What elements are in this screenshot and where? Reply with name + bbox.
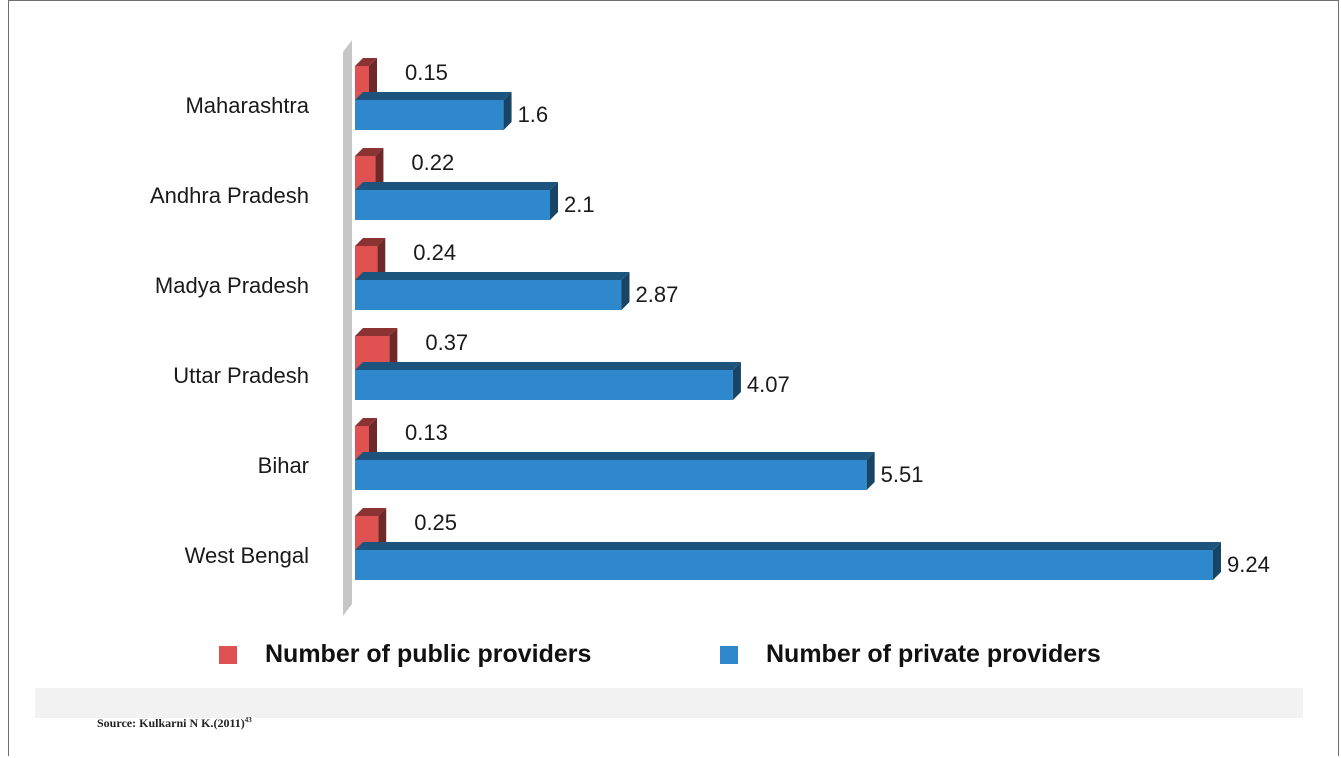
private-bar — [355, 452, 875, 490]
private-bar — [355, 92, 512, 130]
source-text: Source: Kulkarni N K.(2011) — [97, 716, 245, 730]
public-value-label: 0.15 — [405, 60, 448, 85]
legend-label-private: Number of private providers — [766, 640, 1101, 668]
legend-item-public: Number of public providers — [219, 640, 591, 669]
public-bar — [355, 58, 377, 100]
chart-wall — [343, 40, 352, 616]
public-bar — [355, 418, 377, 460]
category-label: West Bengal — [185, 543, 309, 568]
public-bar — [355, 508, 387, 550]
category-label: Uttar Pradesh — [173, 363, 309, 388]
private-value-label: 5.51 — [881, 462, 924, 487]
public-value-label: 0.37 — [425, 330, 468, 355]
private-bar — [355, 272, 630, 310]
public-bar — [355, 238, 386, 280]
private-bar — [355, 362, 741, 400]
private-bar — [355, 182, 558, 220]
public-value-label: 0.13 — [405, 420, 448, 445]
category-label: Bihar — [258, 453, 309, 478]
private-value-label: 2.87 — [636, 282, 679, 307]
legend-label-public: Number of public providers — [265, 640, 592, 668]
private-value-label: 4.07 — [747, 372, 790, 397]
private-value-label: 1.6 — [518, 102, 549, 127]
legend-item-private: Number of private providers — [720, 640, 1101, 669]
category-label: Madya Pradesh — [155, 273, 309, 298]
public-bar — [355, 148, 384, 190]
public-value-label: 0.24 — [413, 240, 456, 265]
chart-legend: Number of public providers Number of pri… — [0, 640, 1341, 680]
figure-frame — [8, 0, 1339, 756]
legend-swatch-public — [219, 645, 237, 664]
public-value-label: 0.22 — [411, 150, 454, 175]
source-note: Source: Kulkarni N K.(2011)43 — [97, 716, 252, 731]
legend-swatch-private — [720, 645, 738, 664]
private-value-label: 9.24 — [1227, 552, 1270, 577]
private-value-label: 2.1 — [564, 192, 595, 217]
private-bar — [355, 542, 1221, 580]
public-value-label: 0.25 — [414, 510, 457, 535]
category-label: Andhra Pradesh — [150, 183, 309, 208]
category-label: Maharashtra — [185, 93, 309, 118]
legend-background-band — [35, 688, 1303, 718]
source-ref: 43 — [244, 716, 252, 724]
